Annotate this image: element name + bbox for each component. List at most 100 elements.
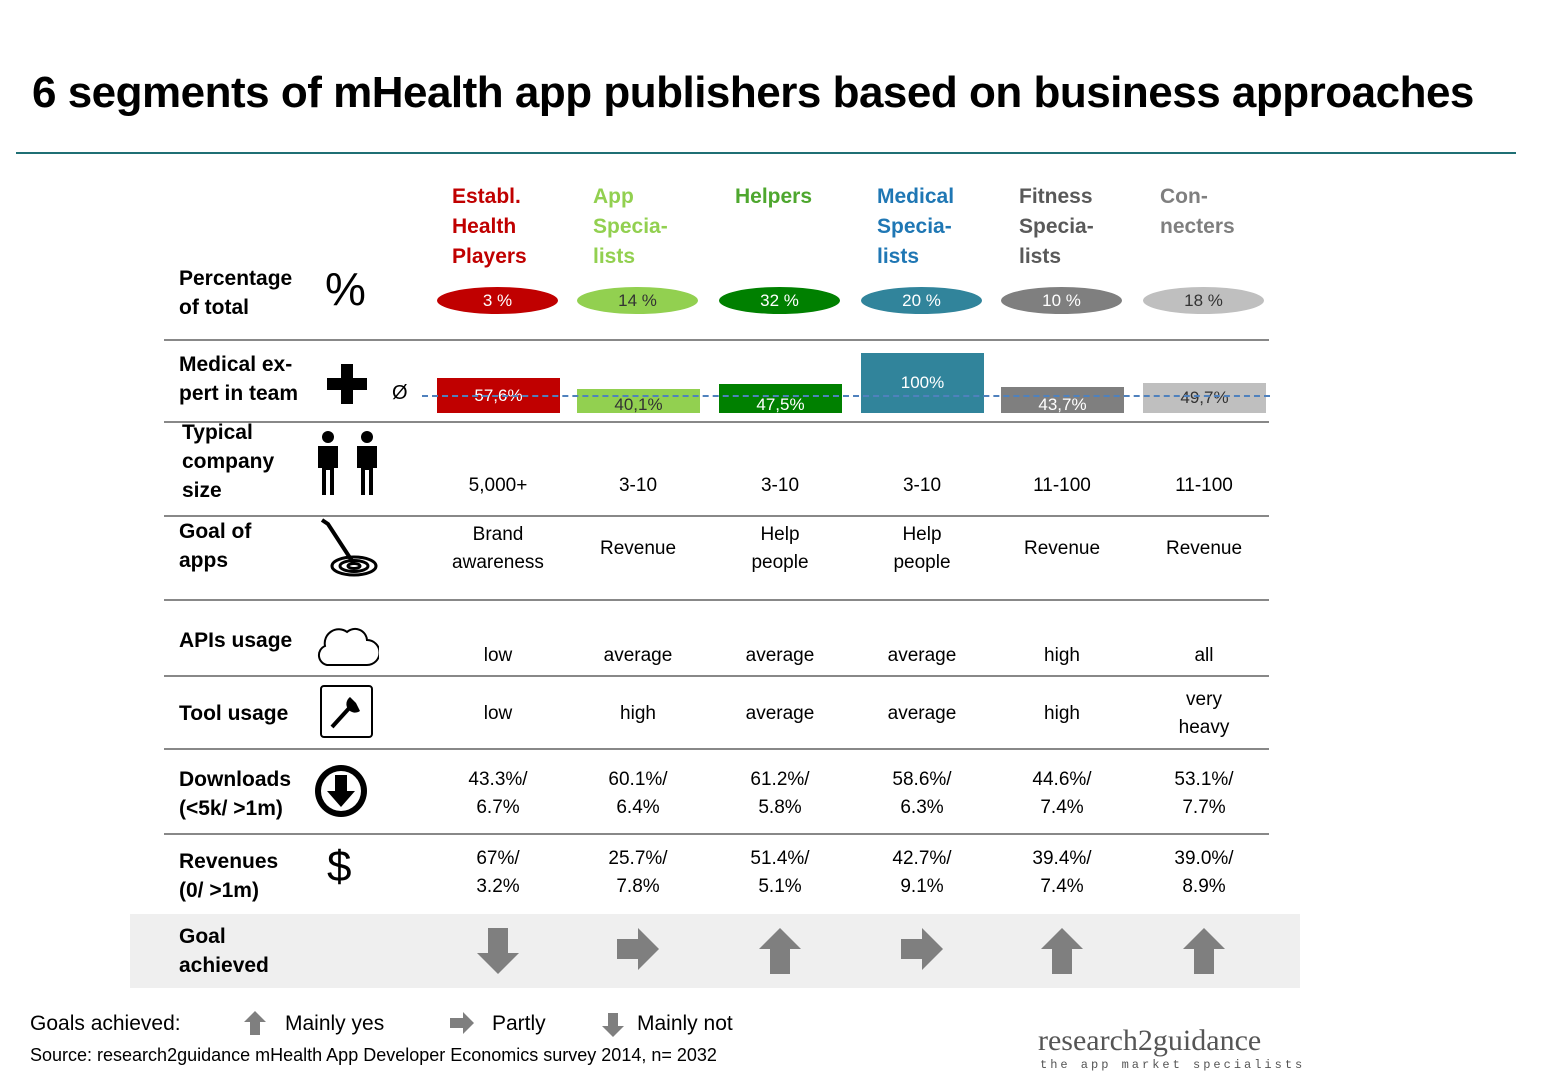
medical-bar: 43,7% — [1001, 387, 1124, 414]
apis-cell: average — [887, 645, 957, 666]
goal-arrow — [477, 928, 519, 974]
legend-partly: Partly — [492, 1012, 546, 1035]
row-label-goal: Goal of apps — [179, 520, 252, 572]
goal-arrow — [901, 928, 943, 970]
arrow-up-icon — [759, 928, 801, 974]
row-label-size: Typical company size — [182, 421, 275, 502]
share-pill: 3 % — [437, 287, 558, 314]
average-symbol: Ø — [392, 382, 408, 404]
tools-cell: average — [745, 703, 815, 724]
medical-bar: 47,5% — [719, 384, 842, 414]
tools-cell: average — [887, 703, 957, 724]
average-line — [422, 395, 1270, 397]
apis-cell: high — [1044, 645, 1080, 666]
share-pill: 20 % — [861, 287, 982, 314]
cloud-icon — [317, 627, 379, 666]
divider — [164, 339, 1269, 341]
goal-cell: Help people — [893, 524, 951, 573]
revenues-cell: 42.7%/ 9.1% — [892, 848, 952, 897]
arrow-right-icon — [617, 928, 659, 970]
segment-header: Establ. Health Players — [452, 185, 527, 268]
apis-cell: all — [1194, 645, 1214, 666]
revenues-cell: 25.7%/ 7.8% — [608, 848, 668, 897]
apis-cell: low — [483, 645, 513, 666]
row-label-apis: APIs usage — [179, 629, 293, 652]
downloads-cell: 60.1%/ 6.4% — [608, 769, 668, 818]
row-label-share: Percentage of total — [179, 267, 293, 319]
medical-bar: 100% — [861, 353, 984, 413]
goal-arrow — [1041, 928, 1083, 974]
goal-arrow — [759, 928, 801, 974]
arrow-up-icon — [1183, 928, 1225, 974]
share-pill: 32 % — [719, 287, 840, 314]
dollar-icon: $ — [327, 842, 352, 891]
download-icon — [315, 765, 367, 817]
legend-mainly-yes: Mainly yes — [285, 1012, 385, 1035]
percent-icon: % — [325, 263, 366, 315]
goal-cell: Revenue — [1165, 538, 1243, 559]
size-cell: 5,000+ — [468, 475, 528, 496]
legend-title: Goals achieved: — [30, 1012, 181, 1035]
arrow-up-icon — [244, 1011, 266, 1035]
goal-cell: Revenue — [1023, 538, 1101, 559]
apis-cell: average — [745, 645, 815, 666]
downloads-cell: 53.1%/ 7.7% — [1174, 769, 1234, 818]
downloads-cell: 44.6%/ 7.4% — [1032, 769, 1092, 818]
segment-header: App Specia- lists — [593, 185, 668, 268]
tools-cell: high — [1044, 703, 1080, 724]
arrow-up-icon — [1041, 928, 1083, 974]
divider — [164, 599, 1269, 601]
title-divider — [16, 152, 1516, 154]
goal-arrow — [1183, 928, 1225, 974]
row-label-revenues: Revenues (0/ >1m) — [179, 850, 279, 902]
size-cell: 3-10 — [618, 475, 658, 496]
revenues-cell: 67%/ 3.2% — [476, 848, 520, 897]
logo: research2guidance — [1038, 1024, 1262, 1057]
size-cell: 3-10 — [902, 475, 942, 496]
apis-cell: average — [603, 645, 673, 666]
segment-header: Medical Specia- lists — [877, 185, 955, 268]
medical-bar: 49,7% — [1143, 383, 1266, 413]
downloads-cell: 43.3%/ 6.7% — [468, 769, 528, 818]
goal-cell: Brand awareness — [452, 524, 544, 573]
row-label-medical: Medical ex- pert in team — [179, 353, 299, 405]
goal-arrow — [617, 928, 659, 970]
row-label-achieved: Goal achieved — [179, 925, 269, 977]
downloads-cell: 61.2%/ 5.8% — [750, 769, 810, 818]
revenues-cell: 51.4%/ 5.1% — [750, 848, 810, 897]
arrow-right-icon — [450, 1012, 474, 1034]
goal-achieved-band — [130, 914, 1300, 988]
dart-target-icon — [320, 518, 378, 577]
legend-mainly-not: Mainly not — [637, 1012, 733, 1035]
tools-cell: low — [483, 703, 513, 724]
wrench-icon — [320, 685, 373, 738]
size-cell: 11-100 — [1033, 475, 1091, 496]
divider — [164, 748, 1269, 750]
arrow-down-icon — [602, 1013, 624, 1037]
revenues-cell: 39.0%/ 8.9% — [1174, 848, 1234, 897]
revenues-cell: 39.4%/ 7.4% — [1032, 848, 1092, 897]
page-title: 6 segments of mHealth app publishers bas… — [32, 68, 1474, 117]
logo-tagline: the app market specialists — [1040, 1058, 1306, 1072]
divider — [164, 675, 1269, 677]
people-icon — [318, 431, 377, 495]
size-cell: 3-10 — [760, 475, 800, 496]
goal-cell: Revenue — [599, 538, 677, 559]
source-note: Source: research2guidance mHealth App De… — [30, 1045, 717, 1065]
share-pill: 18 % — [1143, 287, 1264, 314]
medical-cross-icon — [327, 364, 367, 404]
arrow-down-icon — [477, 928, 519, 974]
share-pill: 10 % — [1001, 287, 1122, 314]
segment-header: Fitness Specia- lists — [1019, 185, 1094, 268]
divider — [164, 515, 1269, 517]
tools-cell: high — [620, 703, 656, 724]
medical-bar: 40,1% — [577, 389, 700, 414]
row-label-downloads: Downloads (<5k/ >1m) — [179, 768, 292, 820]
row-label-tools: Tool usage — [179, 702, 289, 725]
divider — [164, 421, 1269, 423]
arrow-right-icon — [901, 928, 943, 970]
size-cell: 11-100 — [1175, 475, 1233, 496]
goal-cell: Help people — [751, 524, 809, 573]
tools-cell: very heavy — [1178, 689, 1230, 738]
